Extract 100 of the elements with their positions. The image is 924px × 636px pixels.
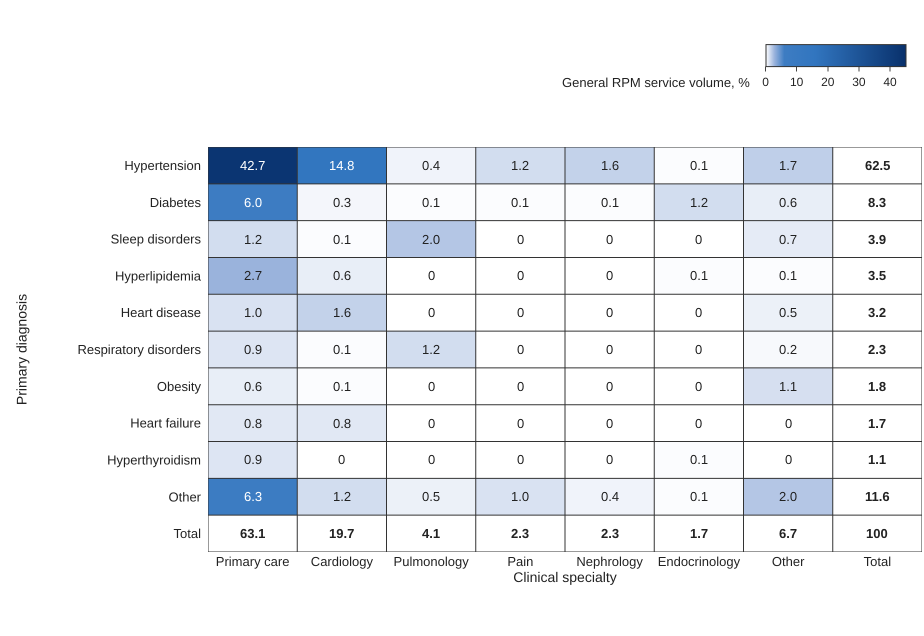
color-bar-label: 20	[821, 75, 835, 89]
data-label: 0	[606, 452, 614, 467]
data-label: 0.5	[779, 305, 798, 320]
data-label: 0	[695, 342, 702, 357]
data-label: 0	[606, 379, 614, 394]
data-label: 0.8	[333, 416, 352, 431]
text: 1.8	[868, 379, 886, 394]
y-tick-label: Other	[168, 489, 202, 504]
data-label: 0	[785, 452, 792, 467]
data-label: 0	[428, 416, 436, 431]
x-tick-label: Other	[772, 554, 806, 569]
text: 2.3	[868, 342, 886, 357]
data-label: 0	[338, 452, 346, 467]
data-label: 1.2	[690, 195, 708, 210]
data-label: 0	[695, 416, 702, 431]
data-label: 0	[428, 305, 436, 320]
data-label: 0.1	[690, 158, 708, 173]
x-tick-label: Pulmonology	[394, 554, 470, 569]
text: 4.1	[422, 526, 440, 541]
y-tick-label: Hyperlipidemia	[115, 268, 202, 284]
x-tick-label: Cardiology	[310, 554, 374, 569]
data-label: 0.1	[333, 342, 352, 357]
data-label: 0	[517, 452, 524, 467]
x-tick-label: Endocrinology	[658, 554, 741, 569]
text: 2.3	[511, 526, 530, 541]
data-label: 0.1	[601, 195, 620, 210]
data-label: 14.8	[329, 158, 354, 173]
x-tick-label: Primary care	[216, 554, 290, 569]
data-label: 2.0	[779, 489, 798, 504]
y-tick-label: Respiratory disorders	[77, 342, 202, 358]
color-bar-label: 30	[852, 75, 866, 89]
data-label: 1.2	[422, 342, 440, 357]
color-bar-title: General RPM service volume, %	[562, 75, 750, 90]
data-label: 0	[695, 305, 702, 320]
data-label: 0	[517, 232, 524, 247]
text: 2.3	[601, 526, 620, 541]
data-label: 0	[606, 268, 614, 283]
data-label: 1.2	[244, 232, 262, 247]
data-label: 0	[785, 416, 792, 431]
text: 3.5	[868, 268, 886, 283]
data-label: 0.4	[422, 158, 440, 173]
text: 11.6	[865, 489, 890, 504]
y-tick-label: Hyperthyroidism	[107, 452, 201, 468]
data-label: 0	[517, 305, 524, 320]
text: 1.1	[868, 452, 886, 467]
x-tick-label: Pain	[507, 554, 534, 569]
data-label: 2.0	[422, 232, 440, 247]
data-label: 0.1	[333, 379, 352, 394]
text: 1.7	[690, 526, 708, 541]
text: 3.9	[868, 232, 886, 247]
data-label: 1.0	[244, 305, 262, 320]
data-label: 0.9	[244, 342, 262, 357]
data-label: 1.1	[779, 379, 798, 394]
text: 3.2	[868, 305, 886, 320]
data-label: 0	[606, 416, 614, 431]
data-label: 0	[606, 342, 614, 357]
data-label: 0	[695, 379, 702, 394]
data-label: 0.1	[422, 195, 440, 210]
data-label: 0.3	[333, 195, 352, 210]
x-axis-title: Clinical specialty	[513, 569, 617, 585]
text: 1.7	[868, 416, 886, 431]
data-label: 0.6	[333, 268, 352, 283]
data-label: 1.6	[601, 158, 620, 173]
data-label: 0	[695, 232, 702, 247]
y-tick-label: Heart disease	[120, 305, 201, 320]
data-label: 2.7	[244, 268, 262, 283]
data-label: 0	[517, 342, 524, 357]
y-tick-label: Hypertension	[124, 158, 201, 173]
data-label: 0.2	[779, 342, 798, 357]
data-label: 0	[517, 416, 524, 431]
data-label: 6.3	[244, 489, 262, 504]
data-label: 0	[428, 268, 436, 283]
data-label: 0	[428, 452, 436, 467]
data-label: 0.1	[511, 195, 530, 210]
data-label: 0.1	[690, 268, 708, 283]
x-tick-label: Nephrology	[576, 554, 644, 569]
data-label: 0.5	[422, 489, 440, 504]
data-label: 0.1	[690, 452, 708, 467]
y-tick-label: Total	[174, 526, 202, 542]
data-label: 0	[428, 379, 436, 394]
y-tick-label: Sleep disorders	[110, 232, 202, 247]
data-label: 1.0	[511, 489, 530, 504]
data-label: 0.6	[244, 379, 262, 394]
data-label: 6.0	[244, 195, 262, 210]
y-tick-label: Obesity	[156, 378, 202, 394]
data-label: 1.2	[333, 489, 352, 504]
data-label: 0.9	[244, 452, 262, 467]
data-label: 0	[606, 232, 614, 247]
color-bar-label: 0	[762, 75, 770, 89]
y-tick-label: Heart failure	[130, 416, 201, 431]
data-label: 0.1	[333, 232, 352, 247]
data-label: 0.4	[601, 489, 620, 504]
data-label: 0.6	[779, 195, 798, 210]
text: 6.7	[779, 526, 798, 541]
text: 100	[866, 526, 888, 541]
color-bar-label: 10	[790, 75, 804, 89]
data-label: 0	[606, 305, 614, 320]
y-tick-label: Diabetes	[150, 194, 202, 210]
color-bar-label: 40	[883, 75, 898, 89]
data-label: 0	[517, 379, 524, 394]
